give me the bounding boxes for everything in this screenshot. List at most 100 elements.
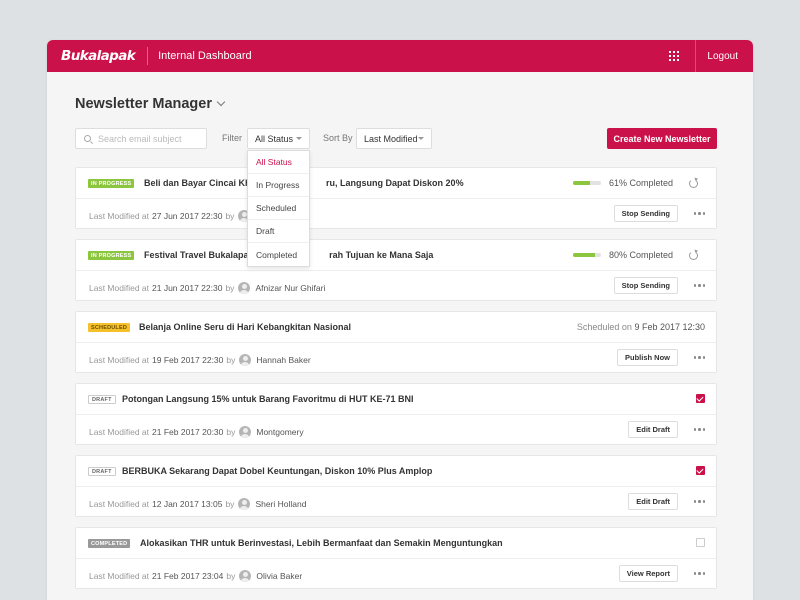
card-action-button[interactable]: View Report <box>618 565 678 582</box>
status-badge: DRAFT <box>88 467 116 476</box>
modified-info: Last Modified at 21 Jun 2017 22:30 by Af… <box>89 282 326 294</box>
newsletter-card[interactable]: SCHEDULED Belanja Online Seru di Hari Ke… <box>75 311 717 373</box>
card-header: SCHEDULED Belanja Online Seru di Hari Ke… <box>76 312 716 343</box>
newsletter-card[interactable]: COMPLETED Alokasikan THR untuk Berinvest… <box>75 527 717 589</box>
avatar <box>238 282 251 294</box>
sort-select[interactable]: Last Modified <box>356 128 432 149</box>
card-header: DRAFT BERBUKA Sekarang Dapat Dobel Keunt… <box>76 456 716 487</box>
card-footer: Last Modified at 27 Jun 2017 22:30 by St… <box>76 200 716 230</box>
filter-option[interactable]: Scheduled <box>248 197 309 220</box>
more-options-icon[interactable] <box>693 212 705 215</box>
modified-date: 21 Feb 2017 20:30 <box>152 427 224 437</box>
select-checkbox[interactable] <box>696 466 705 475</box>
author-name: Montgomery <box>256 427 304 437</box>
card-footer: Last Modified at 21 Feb 2017 23:04 by Ol… <box>76 560 716 590</box>
newsletter-subject[interactable]: BERBUKA Sekarang Dapat Dobel Keuntungan,… <box>122 466 433 476</box>
top-bar: Bukalapak Internal Dashboard Logout <box>47 40 753 72</box>
card-header: COMPLETED Alokasikan THR untuk Berinvest… <box>76 528 716 559</box>
more-options-icon[interactable] <box>693 500 705 503</box>
status-badge: IN PROGRESS <box>88 251 135 260</box>
card-action-button[interactable]: Stop Sending <box>613 277 678 294</box>
bukalapak-logo[interactable]: Bukalapak <box>61 48 136 64</box>
app-grid-icon[interactable] <box>669 51 680 61</box>
select-checkbox[interactable] <box>696 394 705 403</box>
card-action-button[interactable]: Stop Sending <box>613 205 678 222</box>
progress-bar <box>572 181 601 185</box>
card-action-button[interactable]: Publish Now <box>617 349 678 366</box>
progress-fill <box>572 253 596 257</box>
newsletter-list: IN PROGRESS Beli dan Bayar Cincai Khus ru… <box>75 167 717 599</box>
schedule-info: Scheduled on 9 Feb 2017 12:30 <box>576 322 705 332</box>
card-action-button[interactable]: Edit Draft <box>628 421 678 438</box>
top-bar-right: Logout <box>669 40 753 72</box>
status-badge: IN PROGRESS <box>88 179 135 188</box>
page-title[interactable]: Newsletter Manager <box>75 96 226 112</box>
author-name: Olivia Baker <box>256 571 303 581</box>
filter-dropdown-menu: All Status In Progress Scheduled Draft Compl… <box>247 150 310 267</box>
search-box[interactable] <box>75 128 207 149</box>
more-options-icon[interactable] <box>693 356 705 359</box>
newsletter-subject[interactable]: Alokasikan THR untuk Berinvestasi, Lebih… <box>140 538 503 548</box>
search-icon <box>84 135 91 142</box>
status-badge: DRAFT <box>88 395 116 404</box>
progress-fill <box>572 181 591 185</box>
card-action-button[interactable]: Edit Draft <box>628 493 678 510</box>
filter-label: Filter <box>222 133 242 143</box>
avatar <box>238 498 251 510</box>
caret-down-icon <box>296 137 302 140</box>
create-newsletter-button[interactable]: Create New Newsletter <box>607 128 717 149</box>
sort-select-value: Last Modified <box>364 133 418 144</box>
progress-label: 80% Completed <box>608 250 673 260</box>
modified-date: 12 Jan 2017 13:05 <box>152 499 223 509</box>
author-name: Sheri Holland <box>255 499 307 509</box>
modified-date: 19 Feb 2017 22:30 <box>152 355 224 365</box>
filter-option[interactable]: All Status <box>248 151 309 174</box>
app-title: Internal Dashboard <box>158 50 252 62</box>
newsletter-card[interactable]: DRAFT Potongan Langsung 15% untuk Barang… <box>75 383 717 445</box>
card-footer: Last Modified at 21 Jun 2017 22:30 by Af… <box>76 272 716 302</box>
card-footer: Last Modified at 21 Feb 2017 20:30 by Mo… <box>76 416 716 446</box>
filter-option[interactable]: Completed <box>256 249 298 260</box>
modified-date: 21 Jun 2017 22:30 <box>152 283 223 293</box>
logout-button[interactable]: Logout <box>707 50 738 62</box>
caret-down-icon <box>418 137 424 140</box>
header-divider-right <box>695 40 697 72</box>
author-name: Afnizar Nur Ghifari <box>255 283 326 293</box>
status-badge: COMPLETED <box>88 539 131 548</box>
progress-bar <box>572 253 601 257</box>
more-options-icon[interactable] <box>693 428 705 431</box>
chevron-down-icon[interactable] <box>216 97 226 107</box>
modified-info: Last Modified at 19 Feb 2017 22:30 by Ha… <box>89 354 311 366</box>
filter-option[interactable]: Draft <box>248 220 309 243</box>
newsletter-subject[interactable]: Belanja Online Seru di Hari Kebangkitan … <box>139 322 352 332</box>
modified-info: Last Modified at 21 Feb 2017 20:30 by Mo… <box>89 426 304 438</box>
newsletter-subject[interactable]: Beli dan Bayar Cincai Khus ru, Langsung D… <box>144 178 464 188</box>
select-checkbox[interactable] <box>696 538 705 547</box>
app-window: Bukalapak Internal Dashboard Logout News… <box>47 40 753 600</box>
newsletter-card[interactable]: IN PROGRESS Beli dan Bayar Cincai Khus ru… <box>75 167 717 229</box>
filter-option[interactable]: In Progress <box>248 174 309 197</box>
sort-label: Sort By <box>323 133 353 143</box>
more-options-icon[interactable] <box>693 572 705 575</box>
toolbar: Filter All Status Sort By Last Modified … <box>75 128 717 149</box>
newsletter-card[interactable]: IN PROGRESS Festival Travel Bukalapak, T… <box>75 239 717 301</box>
card-footer: Last Modified at 19 Feb 2017 22:30 by Ha… <box>76 344 716 374</box>
progress-indicator: 61% Completed <box>572 178 698 188</box>
page-title-text: Newsletter Manager <box>75 96 212 112</box>
author-name: Hannah Baker <box>256 355 311 365</box>
card-header: IN PROGRESS Festival Travel Bukalapak, T… <box>76 240 716 271</box>
more-options-icon[interactable] <box>693 284 705 287</box>
newsletter-subject[interactable]: Potongan Langsung 15% untuk Barang Favor… <box>122 394 414 404</box>
modified-info: Last Modified at 21 Feb 2017 23:04 by Ol… <box>89 570 303 582</box>
card-footer: Last Modified at 12 Jan 2017 13:05 by Sh… <box>76 488 716 518</box>
avatar <box>239 426 252 438</box>
refresh-icon[interactable] <box>689 178 698 188</box>
search-input[interactable] <box>98 133 198 144</box>
filter-select[interactable]: All Status <box>247 128 310 149</box>
modified-info: Last Modified at 12 Jan 2017 13:05 by Sh… <box>89 498 307 510</box>
newsletter-card[interactable]: DRAFT BERBUKA Sekarang Dapat Dobel Keunt… <box>75 455 717 517</box>
card-header: DRAFT Potongan Langsung 15% untuk Barang… <box>76 384 716 415</box>
refresh-icon[interactable] <box>689 250 698 260</box>
modified-date: 27 Jun 2017 22:30 <box>152 211 223 221</box>
